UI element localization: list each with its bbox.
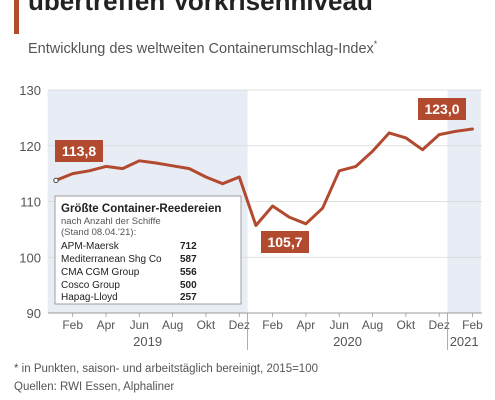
table-row-name: APM-Maersk	[61, 241, 120, 252]
annotation-box	[261, 231, 309, 253]
annotations: 113,8 105,7 123,0	[53, 98, 466, 253]
table-row-name: CMA CGM Group	[61, 267, 140, 278]
inset-table-box	[54, 195, 242, 305]
series-line-layer	[54, 127, 474, 227]
chart-subtitle: Entwicklung des weltweiten Containerumsc…	[28, 39, 377, 57]
annotation-box	[55, 140, 103, 162]
subtitle-footnote-marker: *	[373, 39, 378, 49]
year-label: 2020	[333, 334, 362, 349]
y-tick-label: 130	[19, 83, 41, 98]
annotation-box	[418, 98, 466, 120]
inset-table-title: Größte Container-Reedereien	[61, 203, 221, 215]
y-axis-ticks: 90 100 110 120 130	[19, 83, 41, 321]
title-accent-bar	[14, 0, 19, 34]
source-note: Quellen: RWI Essen, Alphaliner	[14, 381, 175, 393]
y-tick-label: 110	[20, 195, 41, 210]
x-axis-ticks: Feb Apr Jun Aug Okt Dez Feb Apr Jun Aug Okt Dez Feb 2…	[62, 313, 483, 350]
x-tick-label: Dez	[229, 318, 250, 332]
subtitle-text: Entwicklung des weltweiten Containerumsc…	[28, 40, 374, 57]
annotation-label: 123,0	[424, 101, 459, 117]
series-line	[54, 127, 474, 227]
inset-table-subtitle: nach Anzahl der Schiffe	[61, 216, 161, 227]
table-row-name: Cosco Group	[61, 280, 120, 291]
table-row-value: 587	[180, 254, 197, 265]
x-tick-label: Jun	[330, 318, 349, 332]
annotation-label: 105,7	[267, 234, 302, 250]
table-row-name: Hapag-Lloyd	[61, 292, 118, 303]
chart-title: übertreffen Vorkrisenniveau	[28, 0, 373, 16]
table-row-value: 556	[180, 267, 197, 278]
x-tick-label: Jun	[130, 318, 149, 332]
y-tick-label: 120	[19, 139, 41, 154]
x-tick-label: Apr	[97, 318, 116, 332]
x-tick-label: Feb	[262, 318, 283, 332]
y-tick-label: 90	[27, 306, 41, 321]
table-row-name: Mediterranean Shg Co	[61, 254, 162, 265]
x-tick-label: Feb	[62, 318, 83, 332]
x-tick-label: Aug	[362, 318, 383, 332]
x-tick-label: Apr	[297, 318, 316, 332]
table-row-value: 257	[180, 292, 197, 303]
x-tick-label: Feb	[462, 318, 483, 332]
annotation-label: 113,8	[62, 143, 96, 159]
x-tick-label: Dez	[429, 318, 450, 332]
x-tick-label: Okt	[397, 318, 416, 332]
footnote: * in Punkten, saison- und arbeitstäglich…	[14, 363, 318, 375]
inset-table-date: (Stand 08.04.'21):	[61, 227, 136, 238]
year-label: 2021	[450, 334, 479, 349]
x-tick-label: Aug	[162, 318, 183, 332]
table-row-value: 500	[180, 280, 197, 291]
x-tick-label: Okt	[197, 318, 216, 332]
y-tick-label: 100	[19, 250, 41, 265]
year-label: 2019	[133, 334, 162, 349]
table-row-value: 712	[180, 241, 197, 252]
annotation-point	[53, 177, 59, 184]
inset-table: Größte Container-Reedereien nach Anzahl …	[54, 195, 242, 305]
